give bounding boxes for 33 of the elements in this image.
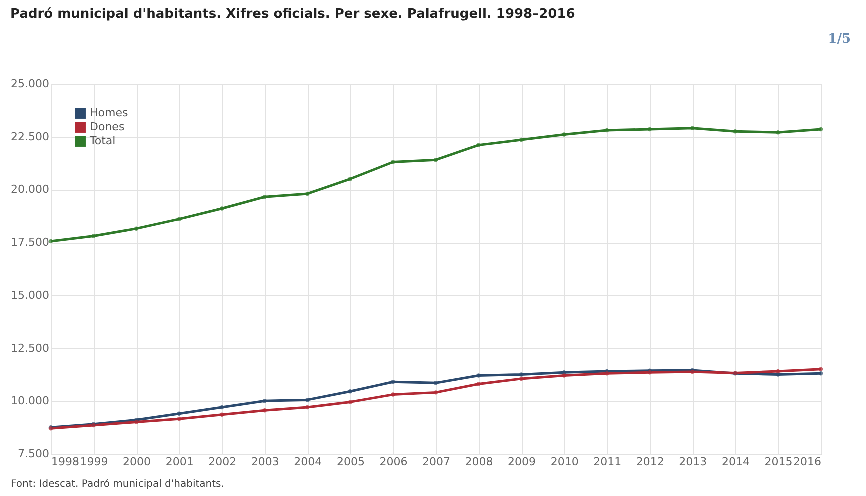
x-tick-label: 2010 — [550, 456, 579, 468]
x-tick-label: 2007 — [422, 456, 450, 468]
x-tick-label: 2016 — [794, 456, 822, 468]
x-tick-label: 2014 — [722, 456, 750, 468]
legend-label: Homes — [90, 106, 128, 120]
x-tick-label: 2011 — [594, 456, 622, 468]
x-tick-label: 2000 — [123, 456, 152, 468]
x-tick-label: 2009 — [508, 456, 536, 468]
y-tick-label: 22.500 — [11, 130, 50, 144]
x-tick-label: 2001 — [166, 456, 194, 468]
x-tick-label: 1999 — [80, 456, 108, 468]
x-tick-label: 2004 — [294, 456, 322, 468]
x-tick-label: 2006 — [380, 456, 408, 468]
x-tick-label: 2005 — [336, 456, 365, 468]
chart-title: Padró municipal d'habitants. Xifres oficials. Per sexe. Palafrugell. 1998–2016 — [10, 7, 576, 22]
x-tick-label: 2015 — [764, 456, 793, 468]
x-tick-label: 2013 — [679, 456, 708, 468]
x-tick-label: 2003 — [251, 456, 280, 468]
text: 1/5 — [828, 32, 851, 47]
text: Font: Idescat. Padró municipal d'habitants. — [11, 479, 224, 490]
y-tick-label: 17.500 — [11, 236, 50, 250]
x-tick-label: 2008 — [465, 456, 494, 468]
legend-label: Total — [89, 134, 116, 148]
y-tick-label: 10.000 — [11, 394, 50, 408]
x-tick-label: 2012 — [636, 456, 664, 468]
x-tick-label: 1998 — [52, 456, 80, 468]
y-tick-label: 12.500 — [11, 342, 50, 355]
x-tick-label: 2002 — [208, 456, 237, 468]
y-tick-label: 15.000 — [11, 288, 50, 302]
y-tick-label: 20.000 — [11, 183, 50, 196]
legend-label: Dones — [90, 120, 125, 134]
y-tick-label: 7.500 — [18, 448, 50, 460]
y-tick-label: 25.000 — [11, 78, 50, 90]
